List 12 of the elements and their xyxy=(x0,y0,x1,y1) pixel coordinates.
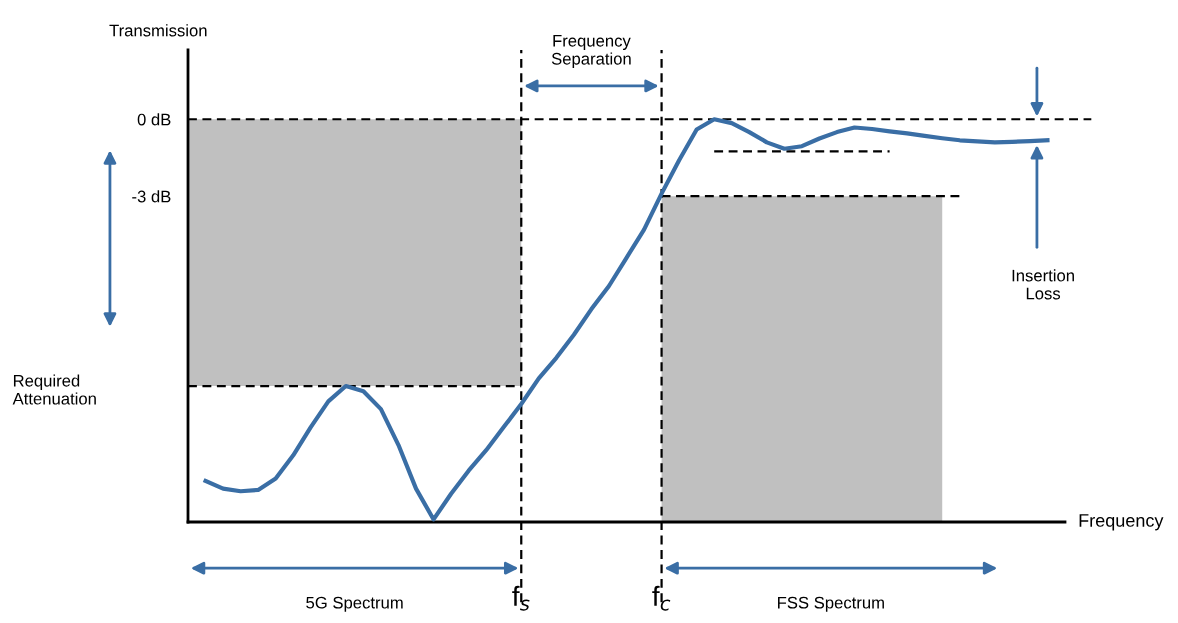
x-axis-title: Frequency xyxy=(553,35,631,50)
x-tick-label: f$_{c}$ xyxy=(652,585,671,611)
text: Required Attenuation xyxy=(12,374,96,405)
y-tick-label: -3 dB xyxy=(132,190,171,203)
text: 5G Spectrum xyxy=(306,596,403,612)
y-axis-title: Transmission xyxy=(109,24,207,37)
text: Separation xyxy=(551,52,631,68)
text: Frequency xyxy=(1079,514,1164,531)
y-tick-label: 0 dB xyxy=(137,113,171,126)
x-tick-label: f$_{s}$ xyxy=(512,585,530,611)
text: FSS Spectrum xyxy=(778,596,884,612)
annotation: Insertion Loss xyxy=(1012,269,1074,300)
